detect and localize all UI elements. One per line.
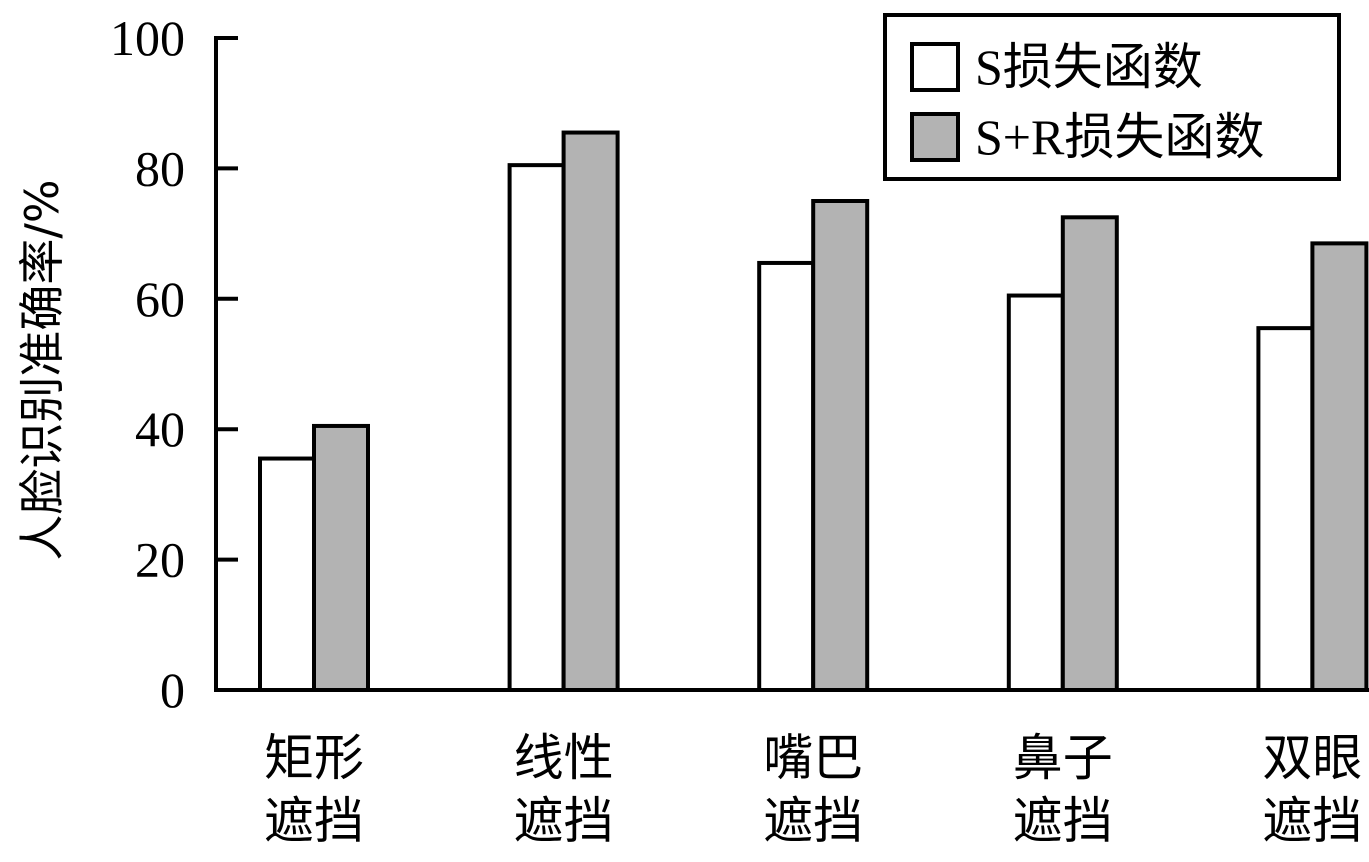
y-tick-label: 40 — [135, 401, 185, 457]
x-category-label: 遮挡 — [763, 792, 863, 850]
y-tick-label: 0 — [160, 662, 185, 718]
x-category-label: 遮挡 — [1262, 792, 1362, 850]
bar-series1-cat3 — [757, 260, 816, 692]
axes-group — [214, 36, 1369, 692]
x-category-label: 遮挡 — [264, 792, 364, 850]
y-tick-label: 100 — [110, 10, 185, 66]
legend-swatch-series1 — [910, 42, 960, 92]
legend-label-series2: S+R损失函数 — [975, 109, 1264, 165]
bar-series2-cat4 — [1060, 215, 1119, 693]
bar-series1-cat5 — [1256, 326, 1315, 692]
legend-label-series1: S损失函数 — [975, 39, 1203, 95]
x-category-label: 鼻子 — [1013, 729, 1113, 787]
bars-group — [258, 130, 1369, 693]
y-ticks-group: 0 20 40 60 80 100 — [110, 10, 238, 718]
bar-series2-cat1 — [312, 423, 370, 692]
bar-series1-cat2 — [507, 163, 566, 692]
x-category-label: 矩形 — [264, 729, 364, 787]
y-tick-label: 60 — [135, 271, 185, 327]
x-category-label: 遮挡 — [1013, 792, 1113, 850]
legend: S损失函数 S+R损失函数 — [883, 13, 1341, 181]
x-category-label: 双眼 — [1262, 729, 1362, 787]
bar-series1-cat1 — [258, 456, 316, 693]
bar-series2-cat3 — [811, 199, 870, 692]
bar-series2-cat2 — [561, 130, 620, 693]
x-category-label: 嘴巴 — [763, 729, 863, 787]
legend-box — [883, 13, 1341, 181]
legend-swatch-series2 — [910, 112, 960, 162]
bar-series2-cat5 — [1310, 241, 1369, 692]
x-category-label: 遮挡 — [514, 792, 614, 850]
x-category-label: 线性 — [514, 729, 614, 787]
y-tick-label: 80 — [135, 140, 185, 196]
bar-series1-cat4 — [1006, 293, 1065, 692]
y-tick-label: 20 — [135, 532, 185, 588]
y-axis-label: 人脸识别准确率/% — [15, 179, 69, 560]
